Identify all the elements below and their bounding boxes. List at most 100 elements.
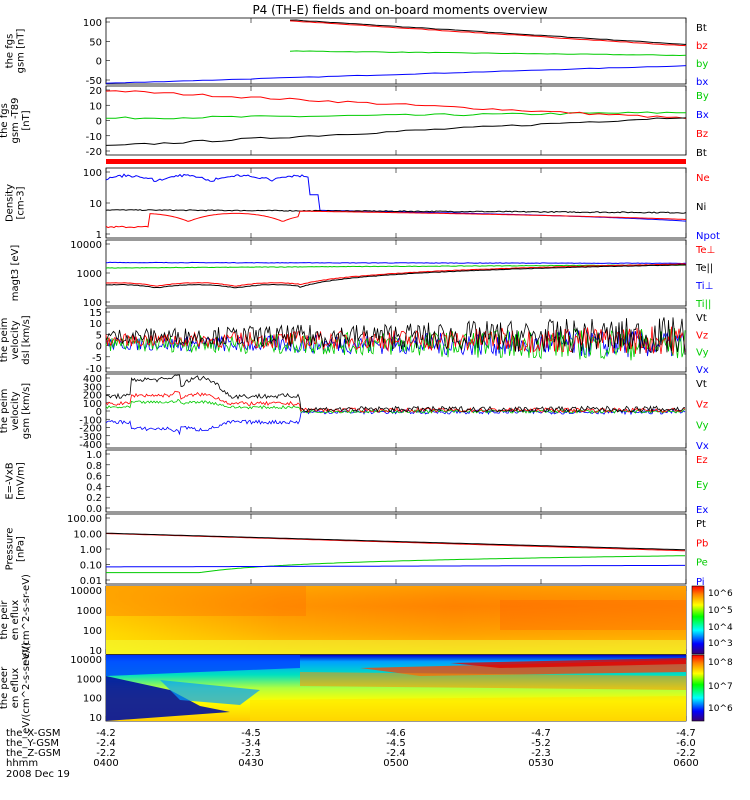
y-axis-label: gsm [km/s] — [21, 383, 32, 439]
legend-bz: Bz — [696, 129, 708, 140]
colorbar-1: 10^6 10^5 10^4 10^3 — [691, 585, 733, 655]
footer-value: -5.2 — [531, 738, 551, 749]
series-bt — [289, 19, 687, 45]
series-bt — [105, 117, 687, 146]
y-axis-label: en eflux — [10, 600, 21, 640]
legend-pt: Pt — [696, 519, 706, 530]
legend-ni: Ni — [696, 202, 706, 213]
y-tick-label: 10 — [89, 199, 102, 210]
y-tick-label: 0.4 — [86, 482, 102, 493]
series-ti-par — [105, 264, 687, 269]
y-tick-label: -300 — [79, 432, 102, 443]
panel-frame — [105, 167, 687, 239]
footer-value: 0600 — [673, 758, 698, 769]
footer-value: -4.7 — [676, 728, 696, 739]
series-ti-perp — [105, 261, 687, 265]
ion-eflux-spectrogram — [106, 586, 686, 654]
footer-value: -6.0 — [676, 738, 696, 749]
y-tick-label: 0 — [96, 117, 102, 128]
y-tick-label: -200 — [79, 424, 102, 435]
legend-bt: Bt — [696, 148, 707, 159]
y-tick-label: 20 — [89, 86, 102, 97]
y-tick-label: 10 — [89, 713, 102, 724]
y-tick-label: 50 — [89, 37, 102, 48]
series-vx — [105, 408, 686, 436]
y-axis-label: eV/(cm^2-s-sr-eV) — [21, 574, 32, 666]
figure-title: P4 (TH-E) fields and on-board moments ov… — [252, 3, 547, 17]
series-te-par — [106, 264, 687, 289]
colorbar-1-label-3: 10^3 — [708, 639, 733, 649]
footer-value: -2.3 — [531, 748, 551, 759]
y-tick-label: 100 — [83, 18, 102, 29]
legend-te||: Te|| — [695, 263, 713, 274]
y-axis-label: the peir — [0, 600, 10, 640]
legend-te⊥: Te⊥ — [695, 245, 715, 256]
legend-vy: Vy — [696, 420, 709, 431]
footer-value: -4.5 — [241, 728, 261, 739]
y-axis-label: [nPa] — [16, 536, 27, 562]
legend-pi: Pi — [696, 577, 705, 588]
y-axis-label: the peim — [0, 318, 10, 363]
legend-ti⊥: Ti⊥ — [695, 281, 713, 292]
footer-value: -4.2 — [96, 728, 116, 739]
y-axis-label: the fgs — [5, 34, 16, 69]
footer-value: -4.7 — [531, 728, 551, 739]
series-by — [289, 50, 687, 57]
footer-row-label: the_X-GSM — [6, 728, 60, 739]
legend-by: By — [696, 91, 709, 102]
legend-bx: Bx — [696, 110, 709, 121]
y-tick-label: 10.00 — [73, 530, 102, 541]
y-tick-label: 100 — [83, 694, 102, 705]
y-tick-label: -5 — [92, 353, 102, 364]
y-tick-label: 100 — [83, 298, 102, 309]
y-tick-label: 1.00 — [80, 545, 102, 556]
legend-ey: Ey — [696, 480, 708, 491]
panel-8: 100.00 10.00 1.00 0.10 0.01 Pressure [nPa] Pt Pb… — [5, 513, 708, 588]
colorbar-2: 10^8 10^7 10^6 — [691, 654, 733, 722]
footer-row-label: hhmm — [6, 758, 38, 769]
footer-row-label: the_Z-GSM — [6, 748, 61, 759]
legend-vt: Vt — [696, 379, 707, 390]
series-npot — [105, 173, 687, 222]
y-tick-label: 0.6 — [86, 472, 102, 483]
legend-vz: Vz — [696, 330, 708, 341]
series-bz — [289, 20, 687, 47]
footer-value: -2.2 — [96, 748, 116, 759]
y-tick-label: 0.10 — [80, 561, 102, 572]
y-tick-label: 10 — [89, 101, 102, 112]
y-axis-label: dsl [km/s] — [21, 315, 32, 365]
y-axis-label: the peim — [0, 389, 10, 434]
series-vy — [105, 398, 686, 414]
y-axis-label: eV/(cm^2-s-sr-eV) — [21, 642, 32, 734]
y-tick-label: -400 — [79, 440, 102, 451]
electron-eflux-spectrogram — [106, 655, 686, 721]
y-tick-label: -20 — [86, 147, 102, 158]
y-tick-label: 0 — [96, 342, 102, 353]
footer-value: -3.4 — [241, 738, 261, 749]
series-vz — [105, 390, 686, 414]
legend-pe: Pe — [696, 558, 708, 569]
y-axis-label: [mV/m] — [16, 462, 27, 500]
y-tick-label: 1000 — [77, 606, 102, 617]
y-axis-label: the fgs — [0, 103, 10, 138]
legend-bt: Bt — [696, 23, 707, 34]
legend-bx: bx — [696, 77, 708, 88]
colorbar-1-label-1: 10^5 — [708, 606, 733, 616]
footer-date: 2008 Dec 19 — [6, 769, 70, 780]
y-axis-label: velocity — [10, 320, 21, 359]
legend-bz: bz — [696, 41, 708, 52]
panel-4: 10000 1000 100 magt3 [eV] Te⊥ Te|| Ti⊥ Ti|| — [10, 239, 715, 310]
y-axis-label: magt3 [eV] — [10, 245, 21, 302]
footer-value: 0400 — [93, 758, 118, 769]
series-pi — [106, 564, 685, 568]
footer-value: -4.6 — [386, 728, 406, 739]
y-tick-label: 10000 — [70, 655, 102, 666]
y-axis-label: [cm-3] — [16, 186, 27, 219]
y-tick-label: 0.01 — [80, 576, 102, 587]
y-tick-label: -100 — [79, 415, 102, 426]
panel-frame — [105, 85, 687, 156]
y-tick-label: 1000 — [77, 674, 102, 685]
